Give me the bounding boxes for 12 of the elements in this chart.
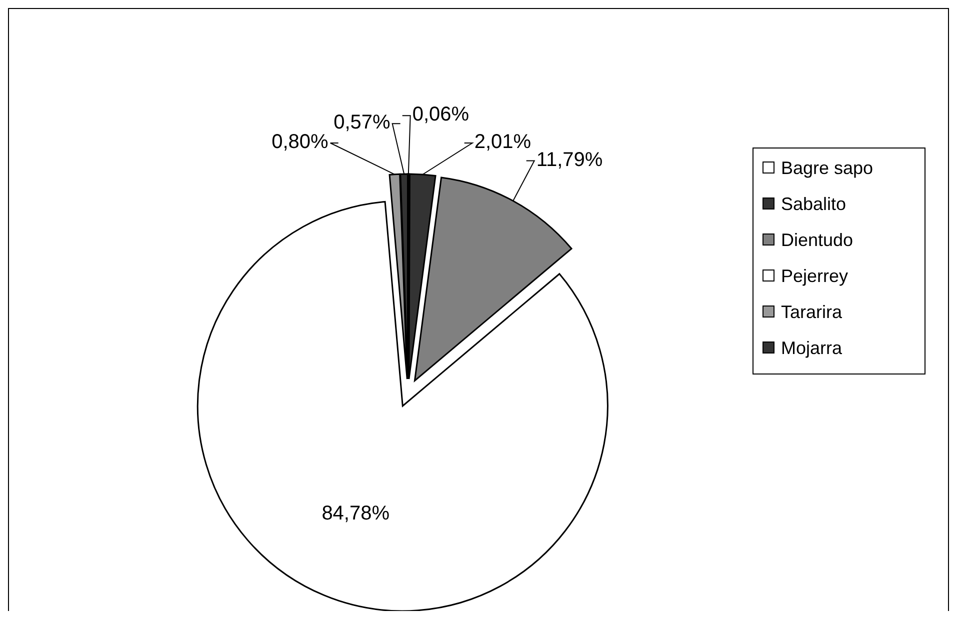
legend-label: Dientudo [781, 230, 854, 250]
data-label: 2,01% [474, 131, 532, 153]
data-label: 0,06% [412, 104, 470, 126]
data-label: 0,57% [334, 112, 391, 134]
legend-label: Bagre sapo [781, 158, 874, 178]
legend-label: Sabalito [781, 194, 846, 214]
data-label: 11,79% [536, 148, 603, 171]
legend-label: Pejerrey [781, 266, 848, 286]
data-label: 0,80% [272, 131, 329, 153]
legend-label: Tararira [781, 302, 844, 322]
legend-label: Mojarra [781, 338, 844, 358]
data-label: 84,78% [322, 502, 390, 525]
